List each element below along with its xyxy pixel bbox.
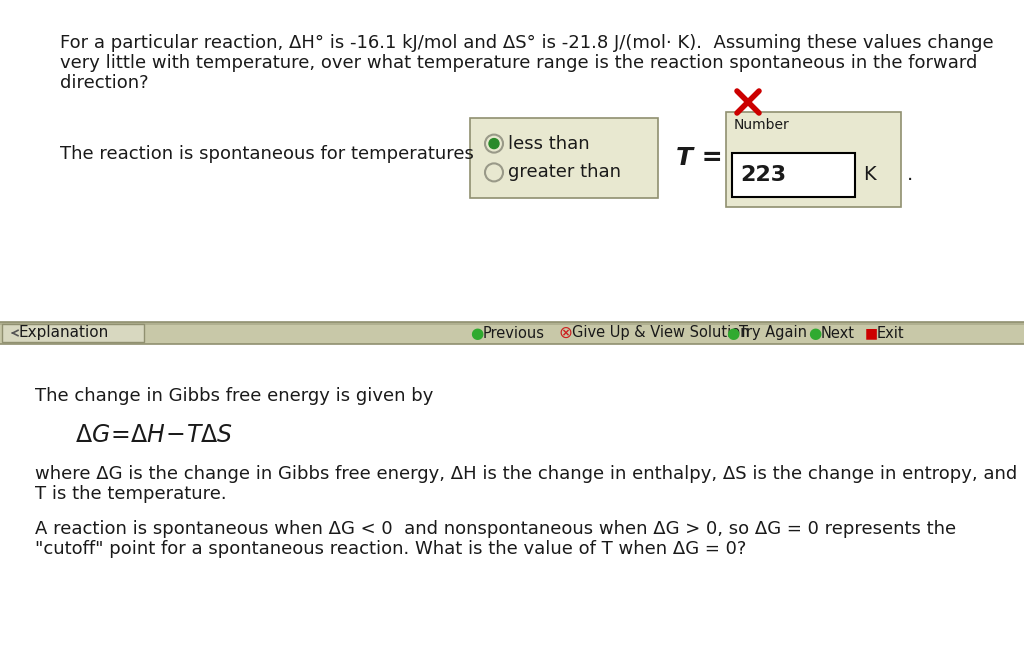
FancyBboxPatch shape	[732, 153, 855, 197]
Text: Next: Next	[821, 325, 855, 341]
Text: T =: T =	[676, 146, 723, 170]
Text: ⊗: ⊗	[558, 324, 571, 342]
Text: Previous: Previous	[483, 325, 545, 341]
Text: where ΔG is the change in Gibbs free energy, ΔH is the change in enthalpy, ΔS is: where ΔG is the change in Gibbs free ene…	[35, 465, 1017, 483]
FancyBboxPatch shape	[2, 324, 144, 342]
Bar	[0, 322, 1024, 344]
FancyBboxPatch shape	[726, 112, 901, 207]
Text: The reaction is spontaneous for temperatures: The reaction is spontaneous for temperat…	[60, 145, 474, 163]
Text: ●: ●	[470, 325, 483, 341]
Text: .: .	[907, 166, 913, 185]
Text: $\mathit{\Delta G\!=\!\Delta H\!-\!T\Delta S}$: $\mathit{\Delta G\!=\!\Delta H\!-\!T\Del…	[75, 423, 232, 447]
Text: Try Again: Try Again	[739, 325, 807, 341]
Text: ■: ■	[865, 326, 879, 340]
Text: Explanation: Explanation	[18, 325, 109, 341]
Circle shape	[489, 139, 499, 148]
Text: Exit: Exit	[877, 325, 904, 341]
Text: 223: 223	[740, 165, 786, 185]
Text: less than: less than	[508, 135, 590, 152]
Text: ●: ●	[726, 325, 739, 341]
Text: greater than: greater than	[508, 164, 621, 182]
Text: ●: ●	[808, 325, 821, 341]
Bar	[0, 322, 1024, 325]
Text: very little with temperature, over what temperature range is the reaction sponta: very little with temperature, over what …	[60, 54, 977, 72]
Text: direction?: direction?	[60, 74, 148, 92]
Text: For a particular reaction, ΔH° is -16.1 kJ/mol and ΔS° is -21.8 J/(mol· K).  Ass: For a particular reaction, ΔH° is -16.1 …	[60, 34, 993, 52]
Text: The change in Gibbs free energy is given by: The change in Gibbs free energy is given…	[35, 387, 433, 405]
Text: "cutoff" point for a spontaneous reaction. What is the value of T when ΔG = 0?: "cutoff" point for a spontaneous reactio…	[35, 540, 746, 558]
Text: Give Up & View Solution: Give Up & View Solution	[572, 325, 750, 341]
Text: Number: Number	[734, 118, 790, 132]
FancyBboxPatch shape	[470, 118, 658, 198]
Text: K: K	[863, 166, 876, 185]
Text: T is the temperature.: T is the temperature.	[35, 485, 226, 503]
Text: A reaction is spontaneous when ΔG < 0  and nonspontaneous when ΔG > 0, so ΔG = 0: A reaction is spontaneous when ΔG < 0 an…	[35, 520, 956, 538]
